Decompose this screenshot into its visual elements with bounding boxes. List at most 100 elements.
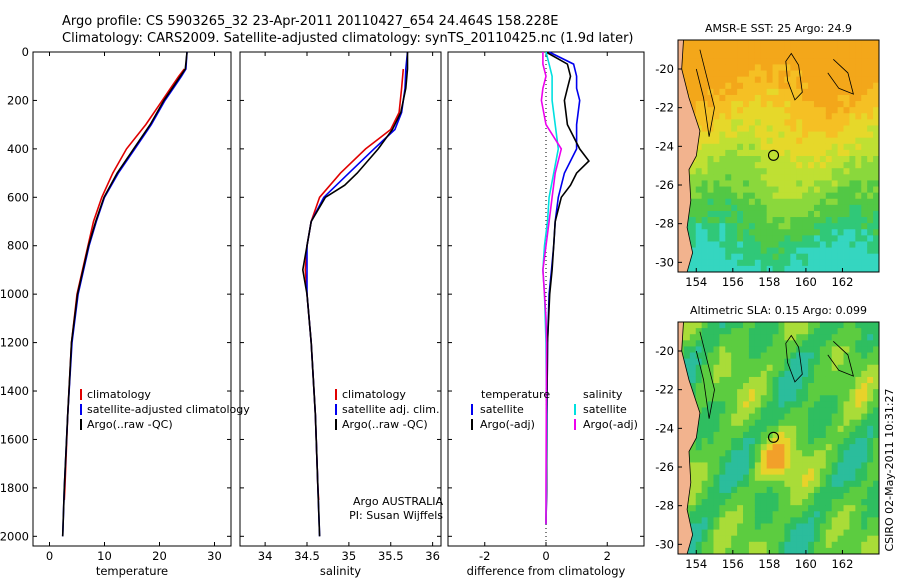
heatmap-cell [867,125,874,132]
heatmap-cell [819,431,827,439]
heatmap-cell [772,119,779,126]
heatmap-cell [719,94,726,102]
heatmap-cell [849,198,856,206]
heatmap-cell [784,407,791,414]
heatmap-cell [748,88,756,96]
heatmap-cell [719,64,726,71]
heatmap-cell [855,334,862,341]
heatmap-cell [778,125,785,132]
heatmap-cell [843,499,850,506]
heatmap-cell [743,438,750,445]
heatmap-cell [713,401,720,408]
heatmap-cell [689,340,697,347]
heatmap-cell [707,235,714,242]
heatmap-cell [808,217,815,224]
heatmap-cell [743,94,750,102]
heatmap-cell [843,149,850,157]
heatmap-cell [689,247,697,255]
heatmap-cell [790,70,797,78]
heatmap-cell [695,468,703,476]
heatmap-cell [713,511,720,518]
heatmap-cell [731,505,738,512]
heatmap-cell [743,364,750,372]
heatmap-cell [689,523,697,530]
heatmap-cell [825,419,833,427]
heatmap-cell [813,547,821,555]
heatmap-cell [867,168,874,175]
heatmap-cell [689,529,697,537]
heatmap-cell [855,529,862,537]
heatmap-cell [719,186,726,194]
heatmap-cell [743,346,750,353]
heatmap-cell [689,259,697,267]
heatmap-cell [731,125,738,132]
heatmap-cell [707,265,714,273]
heatmap-cell [713,535,720,543]
heatmap-cell [689,450,697,457]
heatmap-cell [837,162,844,169]
heatmap-cell [861,46,868,53]
heatmap-cell [772,64,779,71]
heatmap-cell [837,101,844,108]
heatmap-cell [861,113,868,120]
heatmap-cell [689,192,697,200]
heatmap-cell [819,511,827,518]
heatmap-cell [701,401,708,408]
heatmap-cell [843,94,850,102]
heatmap-cell [796,456,803,463]
heatmap-cell [861,364,868,372]
heatmap-cell [719,456,726,463]
heatmap-cell [796,186,803,194]
heatmap-cell [713,352,720,360]
heatmap-cell [831,401,839,408]
heatmap-cell [689,52,697,59]
heatmap-cell [808,547,815,555]
heatmap-cell [737,241,744,248]
heatmap-cell [707,450,714,457]
heatmap-cell [766,204,773,212]
heatmap-cell [813,253,821,261]
heatmap-cell [837,383,844,390]
heatmap-cell [867,376,874,384]
heatmap-cell [825,328,833,335]
heatmap-cell [707,174,714,181]
heatmap-cell [766,119,773,126]
heatmap-cell [802,253,809,261]
heatmap-cell [748,376,756,384]
heatmap-cell [855,229,862,236]
heatmap-cell [813,328,821,335]
heatmap-cell [766,52,773,59]
heatmap-cell [731,395,738,402]
heatmap-cell [778,517,785,524]
heatmap-cell [701,192,708,200]
heatmap-cell [819,156,827,163]
heatmap-cell [819,101,827,108]
heatmap-cell [713,486,720,494]
heatmap-cell [707,468,714,476]
heatmap-cell [713,46,720,53]
heatmap-cell [808,401,815,408]
heatmap-cell [713,505,720,512]
heatmap-cell [778,247,785,255]
heatmap-cell [873,505,880,512]
heatmap-cell [819,253,827,261]
heatmap-cell [813,101,821,108]
heatmap-cell [784,438,791,445]
heatmap-cell [843,180,850,187]
heatmap-cell [790,52,797,59]
heatmap-cell [713,137,720,145]
heatmap-cell [719,180,726,187]
heatmap-cell [784,210,791,218]
heatmap-cell [861,340,868,347]
heatmap-cell [825,370,833,378]
heatmap-cell [707,486,714,494]
heatmap-cell [808,322,815,329]
heatmap-cell [725,259,732,267]
heatmap-cell [849,376,856,384]
y-tick-label: 0 [22,45,29,59]
heatmap-cell [754,364,762,372]
heatmap-cell [731,210,738,218]
heatmap-cell [713,247,720,255]
heatmap-cell [831,474,839,482]
heatmap-cell [813,156,821,163]
